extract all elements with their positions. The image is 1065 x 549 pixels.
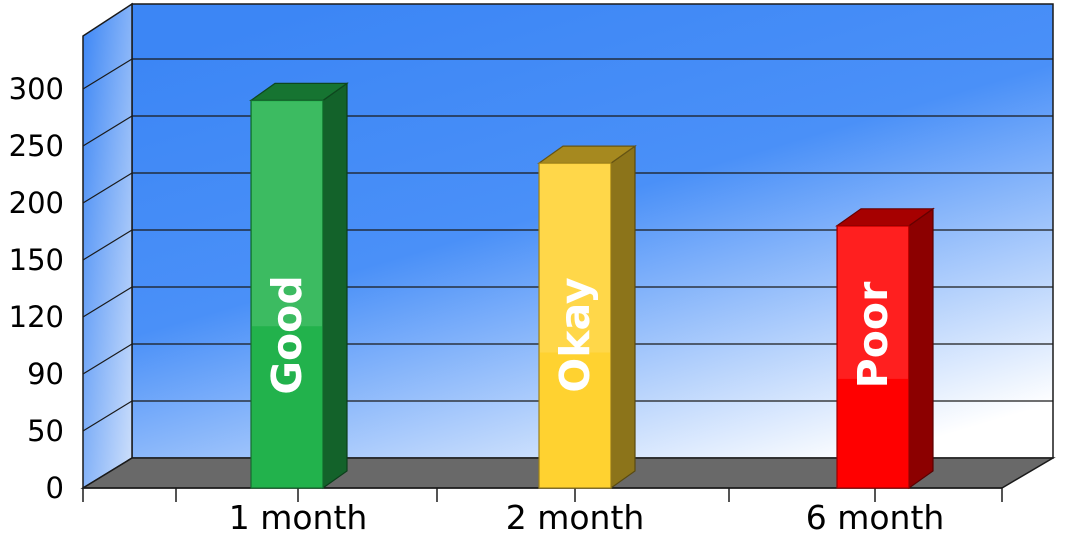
- x-category-label: 6 month: [806, 498, 945, 537]
- bar-highlight: [252, 101, 322, 327]
- y-tick-label: 300: [9, 72, 64, 106]
- bars: Good Okay Poor: [249, 82, 935, 490]
- grid-line: [82, 172, 133, 204]
- grid-line: [82, 343, 133, 375]
- y-tick-label: 50: [27, 414, 64, 448]
- y-tick-label: 90: [27, 357, 64, 391]
- grid-line: [82, 286, 133, 318]
- grid-line: [82, 400, 133, 432]
- bar-side: [322, 82, 348, 490]
- x-axis-ticks: [82, 488, 1003, 502]
- bar-highlight: [540, 164, 610, 353]
- bar: Good: [249, 82, 349, 490]
- y-tick-label: 250: [9, 129, 64, 163]
- y-tick-label: 0: [46, 471, 64, 505]
- bar-label: Poor: [849, 281, 897, 388]
- grid-line: [82, 115, 133, 147]
- bar-side: [610, 144, 636, 490]
- y-tick-label: 120: [9, 300, 64, 334]
- grid-line: [82, 229, 133, 261]
- x-category-label: 1 month: [229, 498, 368, 537]
- bar-front: [538, 162, 612, 489]
- bar-front: [836, 225, 910, 489]
- bar: Poor: [835, 207, 935, 490]
- bar-label: Good: [263, 275, 311, 394]
- y-axis-ticks: 0 50 90 120 150 200 250 300: [9, 72, 64, 505]
- bar-front: [250, 99, 324, 489]
- bar-side: [908, 207, 934, 490]
- x-category-label: 2 month: [506, 498, 645, 537]
- grid-line: [82, 58, 133, 90]
- y-tick-label: 150: [9, 243, 64, 277]
- bar-highlight: [838, 226, 908, 379]
- y-tick-label: 200: [9, 186, 64, 220]
- bar: Okay: [537, 144, 637, 490]
- bar-label: Okay: [551, 277, 599, 392]
